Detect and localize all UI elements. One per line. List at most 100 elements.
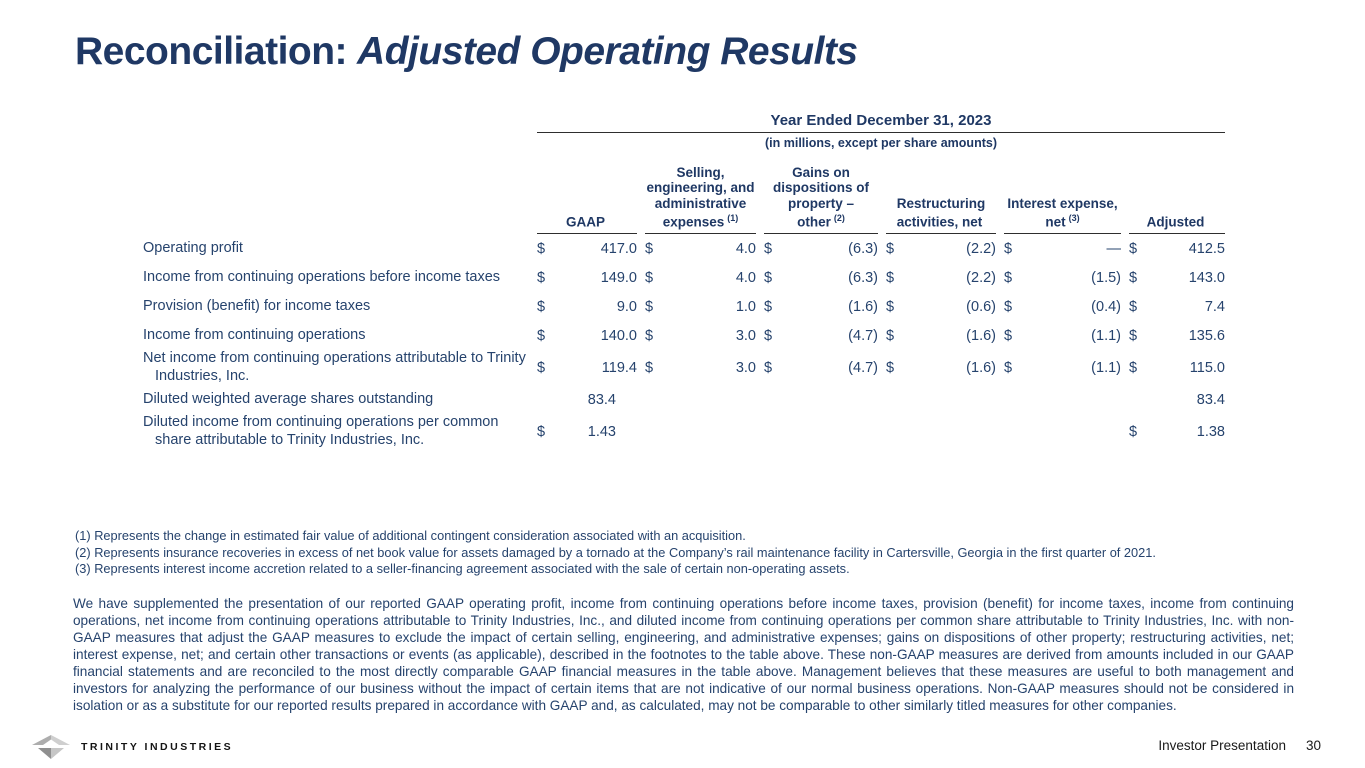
table-cell: $115.0 [1129, 360, 1225, 376]
cell-value: 3.0 [735, 359, 756, 376]
cell-dollar: $ [1004, 269, 1013, 286]
page-title: Reconciliation: Adjusted Operating Result… [75, 30, 858, 74]
cell-value: 7.4 [1204, 298, 1225, 315]
table-body: Operating profit $417.0 $4.0 $ (6.3) $ (2.… [143, 234, 1233, 449]
cell-value: 3.0 [735, 327, 756, 344]
period-header: Year Ended December 31, 2023 [537, 112, 1225, 133]
cell-dollar: $ [537, 359, 546, 376]
row-label: Income from continuing operations before… [143, 268, 501, 285]
company-logo: TRINITY INDUSTRIES [30, 732, 233, 761]
table-cell: $ (4.7) [764, 328, 878, 344]
column-header-restructuring: Restructuring activities, net [886, 196, 996, 234]
footnote-1: (1) Represents the change in estimated f… [75, 528, 746, 543]
table-cell: $3.0 [645, 360, 756, 376]
table-cell: $1.38 [1129, 424, 1225, 440]
cell-value: (1.1) [1091, 327, 1121, 344]
table-cell: $ (1.5) [1004, 270, 1121, 286]
presentation-label: Investor Presentation [1158, 738, 1286, 753]
cell-value: 115.0 [1189, 359, 1225, 376]
cell-dollar: $ [645, 240, 654, 257]
footnote-ref: (2) [833, 213, 845, 223]
table-units-row: (in millions, except per share amounts) [143, 133, 1233, 150]
cell-dollar: $ [764, 298, 773, 315]
cell-value: (1.5) [1091, 269, 1121, 286]
cell-dollar: $ [764, 269, 773, 286]
cell-value: 140.0 [600, 327, 637, 344]
footnote-2: (2) Represents insurance recoveries in e… [75, 544, 1156, 560]
units-note: (in millions, except per share amounts) [764, 136, 997, 150]
cell-dollar: $ [886, 269, 895, 286]
cell-dollar: $ [764, 359, 773, 376]
cell-dollar: $ [1129, 423, 1138, 440]
column-header-gains-dispositions: Gains on dispositions of property – othe… [764, 165, 878, 234]
table-row: Income from continuing operations before… [143, 263, 1233, 292]
cell-value: 135.6 [1188, 327, 1225, 344]
label-column-spacer [143, 112, 529, 133]
table-cell: $ (1.1) [1004, 360, 1121, 376]
cell-value: 149.0 [600, 269, 637, 286]
cell-value: 143.0 [1188, 269, 1225, 286]
cell-value: (1.6) [966, 327, 996, 344]
cell-dollar: $ [1004, 298, 1013, 315]
cell-dollar: $ [1004, 240, 1013, 257]
cell-value: 4.0 [735, 240, 756, 257]
table-cell: $ (1.6) [886, 328, 996, 344]
table-column-headers: GAAP Selling, engineering, and administr… [143, 150, 1233, 234]
table-cell: $135.6 [1129, 328, 1225, 344]
label-column-spacer [143, 133, 529, 150]
cell-value: 4.0 [735, 269, 756, 286]
page-title-prefix: Reconciliation: [75, 30, 348, 73]
cell-value: (2.2) [966, 269, 996, 286]
cell-value: 83.4 [587, 391, 616, 408]
cell-dollar: $ [1129, 269, 1138, 286]
cell-dollar: $ [886, 359, 895, 376]
table-cell: $ — [1004, 241, 1121, 257]
table-row: Net income from continuing operations at… [143, 350, 1233, 385]
table-row: Diluted income from continuing operation… [143, 414, 1233, 449]
table-cell: $412.5 [1129, 241, 1225, 257]
column-header-adjusted: Adjusted [1129, 211, 1225, 234]
table-cell: $417.0 [537, 241, 637, 257]
cell-value: 9.0 [616, 298, 637, 315]
row-label: Provision (benefit) for income taxes [143, 297, 371, 314]
footnote-3: (3) Represents interest income accretion… [75, 561, 850, 576]
cell-value: (1.1) [1091, 359, 1121, 376]
table-cell: $9.0 [537, 299, 637, 315]
table-cell: $1.0 [645, 299, 756, 315]
cell-dollar: $ [1004, 327, 1013, 344]
cell-value: 119.4 [601, 359, 637, 376]
cell-dollar: $ [537, 240, 546, 257]
footnote-ref: (1) [727, 213, 739, 223]
table-cell: $ (4.7) [764, 360, 878, 376]
table-cell: $ (1.6) [886, 360, 996, 376]
table-row: Diluted weighted average shares outstand… [143, 385, 1233, 414]
table-cell: $149.0 [537, 270, 637, 286]
column-header-interest-expense: Interest expense, net (3) [1004, 196, 1121, 234]
cell-value: (6.3) [848, 240, 878, 257]
cell-value: (2.2) [966, 240, 996, 257]
table-cell: $3.0 [645, 328, 756, 344]
row-label: Diluted weighted average shares outstand… [143, 390, 434, 407]
table-cell: $ (1.6) [764, 299, 878, 315]
cell-value: 1.0 [735, 298, 756, 315]
footer: Investor Presentation 30 [1158, 738, 1321, 753]
cell-dollar: $ [1129, 298, 1138, 315]
cell-value: 83.4 [1196, 391, 1225, 408]
table-period-row: Year Ended December 31, 2023 [143, 112, 1233, 133]
table-cell: $1.43 [537, 424, 637, 440]
cell-dollar: $ [537, 423, 546, 440]
column-header-gaap: GAAP [537, 211, 637, 234]
cell-dollar: $ [537, 269, 546, 286]
table-cell: $140.0 [537, 328, 637, 344]
cell-dollar: $ [645, 359, 654, 376]
table-cell: $ (0.6) [886, 299, 996, 315]
row-label: Net income from continuing operations at… [143, 350, 526, 384]
cell-value: (0.6) [966, 298, 996, 315]
table-cell: $7.4 [1129, 299, 1225, 315]
cell-dollar: $ [645, 298, 654, 315]
cell-dollar: $ [645, 327, 654, 344]
cell-value: (4.7) [848, 359, 878, 376]
cell-dollar: $ [537, 327, 546, 344]
table-cell: $4.0 [645, 241, 756, 257]
